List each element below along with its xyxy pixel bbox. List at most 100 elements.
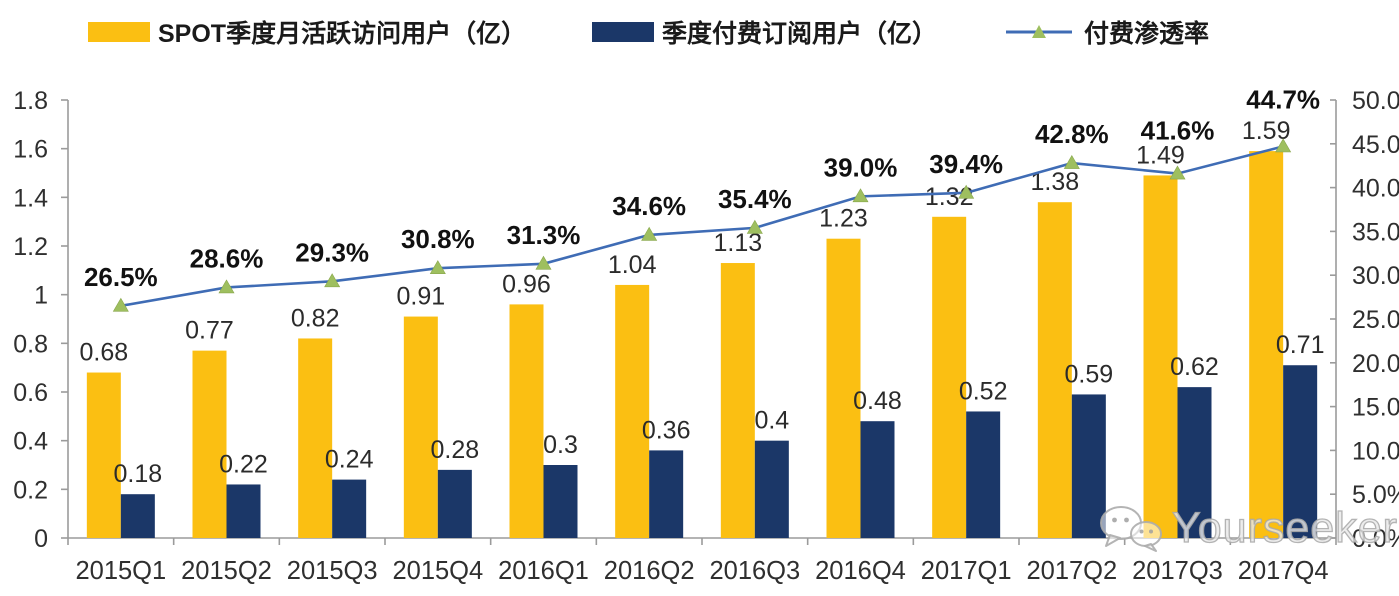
bar-mau [1143, 175, 1178, 538]
penetration-pct-label: 30.8% [401, 224, 475, 254]
penetration-pct-label: 34.6% [612, 191, 686, 221]
y-right-tick-label: 50.0% [1352, 87, 1399, 115]
line-marker-icon [1169, 165, 1186, 180]
bar-subs [120, 494, 155, 538]
bar-subs [1071, 394, 1106, 538]
bar-subs-value-label: 0.4 [754, 407, 789, 435]
bar-subs [860, 421, 895, 538]
bar-subs [754, 440, 789, 538]
bar-subs-value-label: 0.22 [219, 450, 268, 478]
bar-mau-value-label: 1.04 [608, 251, 657, 279]
bar-subs-value-label: 0.62 [1170, 353, 1219, 381]
x-tick-label: 2016Q3 [709, 557, 800, 585]
bar-subs-value-label: 0.71 [1276, 331, 1325, 359]
x-tick-label: 2016Q2 [604, 557, 695, 585]
bar-mau [298, 338, 333, 538]
bar-subs [1177, 387, 1212, 538]
y-right-tick-label: 5.0% [1352, 481, 1399, 509]
legend-label-mau: SPOT季度月活跃访问用户（亿） [158, 20, 527, 48]
y-left-tick-label: 1.2 [13, 233, 48, 261]
y-right-tick-label: 45.0% [1352, 131, 1399, 159]
legend-swatch-mau-icon [88, 22, 150, 42]
line-marker-icon [958, 184, 975, 199]
bar-mau [932, 216, 967, 539]
legend-item-penetration: 付费渗透率 [1004, 17, 1210, 48]
bar-subs-value-label: 0.18 [113, 460, 162, 488]
bar-mau-value-label: 1.23 [819, 205, 868, 233]
line-marker-icon [641, 226, 658, 241]
y-left-tick-label: 1.6 [13, 136, 48, 164]
y-left-tick-label: 0.8 [13, 330, 48, 358]
bar-subs-value-label: 0.48 [853, 387, 902, 415]
bar-mau-value-label: 1.13 [713, 229, 762, 257]
line-marker-icon [1275, 138, 1292, 153]
y-left-tick-label: 1.4 [13, 184, 48, 212]
bar-mau-value-label: 0.82 [291, 304, 340, 332]
bar-subs [543, 465, 578, 538]
penetration-pct-label: 39.0% [824, 152, 898, 182]
line-marker-icon [429, 260, 446, 274]
penetration-pct-label: 39.4% [929, 149, 1003, 179]
bar-subs [649, 450, 684, 538]
line-marker-icon [324, 273, 341, 288]
bar-mau-value-label: 1.49 [1136, 141, 1185, 169]
x-tick-label: 2016Q1 [498, 557, 589, 585]
legend-item-subs: 季度付费订阅用户（亿） [592, 17, 937, 48]
y-left-tick-label: 0.4 [13, 428, 48, 456]
x-tick-label: 2015Q2 [181, 557, 272, 585]
penetration-pct-label: 28.6% [190, 243, 264, 273]
y-left-tick-label: 0.6 [13, 379, 48, 407]
x-tick-label: 2016Q4 [815, 557, 906, 585]
y-left-tick-label: 0 [34, 525, 48, 553]
bar-subs-value-label: 0.36 [642, 416, 691, 444]
line-marker-icon [1063, 154, 1080, 169]
legend-line-marker-icon [1006, 25, 1072, 38]
y-right-tick-label: 40.0% [1352, 175, 1399, 203]
bar-subs-value-label: 0.59 [1064, 360, 1113, 388]
legend-label-penetration: 付费渗透率 [1084, 20, 1210, 48]
x-tick-label: 2015Q1 [75, 557, 166, 585]
x-tick-label: 2017Q1 [921, 557, 1012, 585]
y-right-tick-label: 35.0% [1352, 218, 1399, 246]
line-marker-icon [852, 188, 869, 203]
x-tick-label: 2017Q2 [1026, 557, 1117, 585]
line-marker-icon [746, 219, 763, 234]
y-right-tick-label: 10.0% [1352, 437, 1399, 465]
line-marker-icon [112, 297, 129, 312]
bar-mau [509, 304, 544, 538]
y-right-tick-label: 25.0% [1352, 306, 1399, 334]
bar-mau-value-label: 0.91 [396, 283, 445, 311]
x-tick-label: 2017Q3 [1132, 557, 1223, 585]
legend-swatch-subs-icon [592, 22, 654, 42]
y-right-tick-label: 30.0% [1352, 262, 1399, 290]
penetration-pct-label: 26.5% [84, 262, 158, 292]
bar-mau [192, 350, 227, 538]
y-right-tick-label: 0.0% [1352, 525, 1399, 553]
y-left-tick-label: 1 [34, 282, 48, 310]
bar-mau [826, 238, 861, 538]
bar-mau-value-label: 0.96 [502, 270, 551, 298]
legend-item-mau: SPOT季度月活跃访问用户（亿） [88, 17, 527, 48]
line-marker-icon [218, 279, 235, 294]
bar-subs-value-label: 0.52 [959, 377, 1008, 405]
bar-mau [403, 316, 438, 538]
y-left-tick-label: 1.8 [13, 87, 48, 115]
bar-mau [86, 372, 121, 538]
bar-subs [226, 484, 261, 538]
x-tick-label: 2015Q4 [392, 557, 483, 585]
y-left-tick-label: 0.2 [13, 476, 48, 504]
bar-mau-value-label: 0.77 [185, 317, 234, 345]
penetration-pct-label: 44.7% [1246, 84, 1320, 114]
y-right-tick-label: 15.0% [1352, 394, 1399, 422]
penetration-pct-label: 42.8% [1035, 119, 1109, 149]
x-tick-label: 2017Q4 [1238, 557, 1329, 585]
bar-mau [720, 263, 755, 538]
bar-subs-value-label: 0.24 [325, 446, 374, 474]
bar-mau-value-label: 0.68 [79, 339, 128, 367]
y-right-tick-label: 20.0% [1352, 350, 1399, 378]
bar-subs-value-label: 0.3 [543, 431, 578, 459]
bar-subs [332, 479, 367, 538]
bar-subs [437, 469, 472, 538]
